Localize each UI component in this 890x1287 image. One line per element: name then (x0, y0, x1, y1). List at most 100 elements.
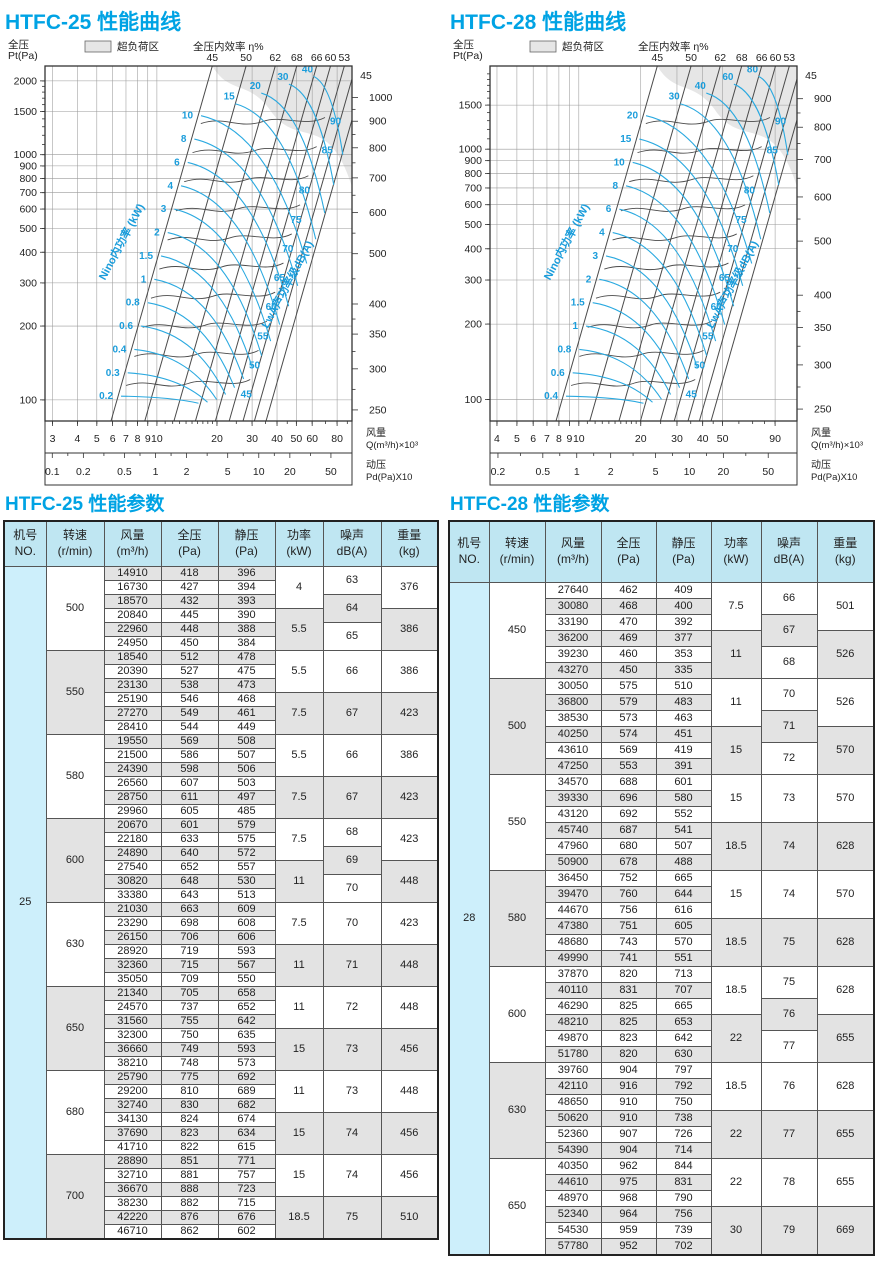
table-row: 23290 698 608 (4, 916, 438, 931)
cell-flow: 27270 (103, 706, 162, 721)
cell-flow: 24390 (103, 762, 162, 777)
cell-total-pressure: 715 (160, 958, 219, 973)
svg-text:1: 1 (141, 274, 147, 285)
cell-total-pressure: 975 (600, 1174, 657, 1191)
power-family-label: Nino内功率 (kW) (95, 201, 147, 282)
cell-total-pressure: 810 (160, 1084, 219, 1099)
cell-static-pressure: 572 (217, 846, 276, 861)
cell-noise: 68 (760, 646, 818, 679)
table-row: 23130 538 473 (4, 678, 438, 693)
cell-total-pressure: 586 (160, 748, 219, 763)
cell-static-pressure: 844 (655, 1158, 712, 1175)
cell-flow: 26150 (103, 930, 162, 945)
cell-noise: 73 (760, 774, 818, 823)
cell-power: 18.5 (274, 1196, 324, 1240)
svg-text:400: 400 (814, 290, 832, 302)
cell-total-pressure: 575 (600, 678, 657, 695)
svg-text:90: 90 (330, 117, 342, 128)
cell-total-pressure: 569 (600, 742, 657, 759)
svg-text:6: 6 (530, 433, 536, 445)
svg-text:2: 2 (184, 466, 190, 478)
svg-text:900: 900 (369, 116, 387, 128)
table-row: 630 39760 904 797 18.5 76 628 (449, 1062, 875, 1159)
table-row: 550 34570 688 601 15 73 570 (449, 774, 875, 871)
cell-weight: 526 (816, 630, 875, 679)
cell-flow: 21030 (103, 902, 162, 917)
svg-text:55: 55 (702, 331, 714, 342)
cell-flow: 38530 (544, 710, 602, 727)
table-row: 24570 737 652 (4, 1000, 438, 1015)
cell-total-pressure: 579 (600, 694, 657, 711)
cell-speed: 680 (45, 1070, 105, 1155)
cell-flow: 16730 (103, 580, 162, 595)
cell-total-pressure: 830 (160, 1098, 219, 1113)
svg-text:1000: 1000 (459, 144, 483, 156)
svg-text:50: 50 (762, 466, 774, 478)
cell-static-pressure: 451 (655, 726, 712, 743)
cell-weight: 448 (380, 944, 439, 987)
cell-total-pressure: 633 (160, 832, 219, 847)
table-row: 28410 544 449 (4, 720, 438, 735)
cell-total-pressure: 468 (600, 598, 657, 615)
svg-text:80: 80 (331, 433, 343, 445)
cell-static-pressure: 567 (217, 958, 276, 973)
cell-total-pressure: 750 (160, 1028, 219, 1043)
svg-text:300: 300 (464, 275, 482, 287)
cell-noise: 76 (760, 998, 818, 1031)
svg-text:全压: 全压 (8, 38, 29, 51)
table-row: 18570 432 393 64 (4, 594, 438, 623)
cell-power: 15 (710, 870, 762, 919)
cell-static-pressure: 608 (217, 916, 276, 931)
col-header: 机号 NO. (448, 520, 490, 583)
svg-text:1.5: 1.5 (571, 298, 585, 309)
cell-noise: 66 (760, 582, 818, 615)
cell-power: 15 (274, 1154, 324, 1197)
svg-text:600: 600 (464, 199, 482, 211)
table-row: 40110 831 707 (449, 982, 874, 999)
cell-flow: 50900 (544, 854, 602, 871)
cell-total-pressure: 760 (600, 886, 657, 903)
cell-speed: 630 (488, 1062, 546, 1159)
cell-total-pressure: 652 (160, 860, 219, 875)
cell-static-pressure: 510 (655, 678, 712, 695)
cell-flow: 29960 (103, 804, 162, 819)
cell-total-pressure: 678 (600, 854, 657, 871)
svg-text:100: 100 (464, 394, 482, 406)
table-row: 36670 888 723 (4, 1182, 438, 1197)
svg-text:3: 3 (50, 433, 56, 445)
cell-speed: 700 (45, 1154, 105, 1240)
svg-text:45: 45 (651, 52, 663, 64)
table-row: 42110 916 792 (449, 1078, 874, 1095)
svg-text:2: 2 (608, 466, 614, 478)
cell-speed: 500 (488, 678, 546, 775)
cell-flow: 40110 (544, 982, 602, 999)
cell-total-pressure: 527 (160, 664, 219, 679)
cell-machine-no: 25 (3, 566, 47, 1240)
cell-static-pressure: 475 (217, 664, 276, 679)
cell-flow: 50620 (544, 1110, 602, 1127)
performance-parameters-table: 机号 NO. 转速 (r/min) 风量 (m³/h) 全压 (Pa) 静压 (Pa) 功率 (kW)… (3, 520, 439, 1240)
cell-flow: 32360 (103, 958, 162, 973)
cell-total-pressure: 688 (600, 774, 657, 791)
table-row: 650 21340 705 658 11 72 448 (4, 986, 439, 1071)
table-section-htfc25: HTFC-25 性能参数 机号 NO. 转速 (r/min) 风量 (m³/h) 全压 (Pa… (0, 488, 445, 1256)
cell-flow: 43120 (544, 806, 602, 823)
svg-text:0.3: 0.3 (106, 368, 120, 379)
cell-weight: 423 (380, 692, 439, 735)
table-row: 52340 964 756 30 79 669 (449, 1206, 875, 1256)
cell-static-pressure: 682 (217, 1098, 276, 1113)
table-row: 54530 959 739 (449, 1222, 874, 1239)
cell-static-pressure: 507 (217, 748, 276, 763)
cell-flow: 29200 (103, 1084, 162, 1099)
cell-static-pressure: 723 (217, 1182, 276, 1197)
col-header: 全压 (Pa) (600, 520, 657, 583)
cell-total-pressure: 910 (600, 1094, 657, 1111)
svg-text:400: 400 (369, 298, 387, 310)
svg-text:0.6: 0.6 (119, 321, 133, 332)
svg-text:40: 40 (302, 64, 314, 75)
cell-weight: 423 (380, 818, 439, 861)
svg-text:700: 700 (464, 182, 482, 194)
cell-static-pressure: 409 (655, 582, 712, 599)
svg-text:300: 300 (19, 277, 37, 289)
cell-total-pressure: 749 (160, 1042, 219, 1057)
